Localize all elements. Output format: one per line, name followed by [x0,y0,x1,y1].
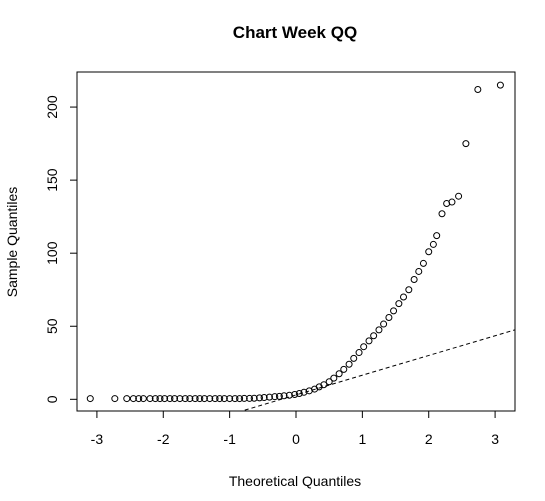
data-point [275,392,283,400]
reference-line-layer [240,329,515,411]
data-point [365,337,373,345]
reference-line [240,329,515,411]
data-point [350,354,358,362]
y-tick-label: 200 [44,95,60,119]
data-point [330,374,338,382]
data-point [191,395,199,403]
x-tick-label: 0 [292,431,300,447]
data-point [171,395,179,403]
data-point [86,395,94,403]
data-point [375,326,383,334]
data-point [220,395,228,403]
data-point [216,395,224,403]
y-tick-label: 0 [44,395,60,403]
data-point [226,395,234,403]
data-point [246,394,254,402]
data-point [176,395,184,403]
data-point [448,198,456,206]
data-point [166,395,174,403]
data-point [340,365,348,373]
data-point [438,210,446,218]
data-point [135,395,143,403]
data-point [415,267,423,275]
data-point [285,391,293,399]
y-axis-label: Sample Quantiles [4,187,20,298]
data-point [181,395,189,403]
data-point [240,394,248,402]
y-tick-label: 100 [44,241,60,265]
x-tick-label: 3 [491,431,499,447]
data-point [385,313,393,321]
data-point [256,394,263,402]
data-point [496,81,504,89]
data-point [146,395,154,403]
data-point [325,378,333,386]
data-point [390,307,398,315]
x-tick-label: -1 [223,431,236,447]
data-point [111,395,119,403]
data-point [425,248,433,256]
data-point [250,394,258,402]
data-point [260,394,268,402]
data-point [200,395,208,403]
data-point [400,293,408,301]
data-point [355,349,363,357]
x-tick-label: 1 [358,431,366,447]
plot-frame [76,71,516,412]
data-point [156,395,164,403]
data-point [139,395,147,403]
data-point [211,395,219,403]
data-points [86,81,504,403]
data-point [474,86,482,94]
data-point [161,395,169,403]
x-axis: -3 -2 -1 0 1 2 3 [91,410,499,447]
data-point [380,320,388,328]
y-axis: 0 50 100 150 200 [44,95,78,403]
data-point [405,286,413,294]
data-point [280,392,288,400]
data-point [236,395,244,403]
data-point [206,395,214,403]
data-point [462,140,470,148]
data-point [271,393,279,401]
data-point [395,300,403,308]
x-tick-label: 2 [425,431,433,447]
data-point [151,395,159,403]
data-point [360,343,368,351]
data-point [429,240,437,248]
data-point [335,370,343,378]
data-point [345,360,353,368]
x-tick-label: -3 [91,431,104,447]
data-point [265,393,273,401]
data-point [295,389,303,397]
data-point [196,395,204,403]
chart-title: Chart Week QQ [233,23,357,42]
data-point [320,381,328,389]
x-tick-label: -2 [157,431,170,447]
data-point [370,332,378,340]
data-point [433,232,441,240]
data-point [419,259,427,267]
data-point [231,395,239,403]
data-point [123,395,131,403]
x-axis-label: Theoretical Quantiles [229,473,361,489]
data-point [129,395,137,403]
y-tick-label: 50 [44,318,60,334]
data-point [186,395,194,403]
y-tick-label: 150 [44,168,60,192]
data-point [291,390,299,398]
data-point [455,192,463,200]
data-point [410,275,418,283]
